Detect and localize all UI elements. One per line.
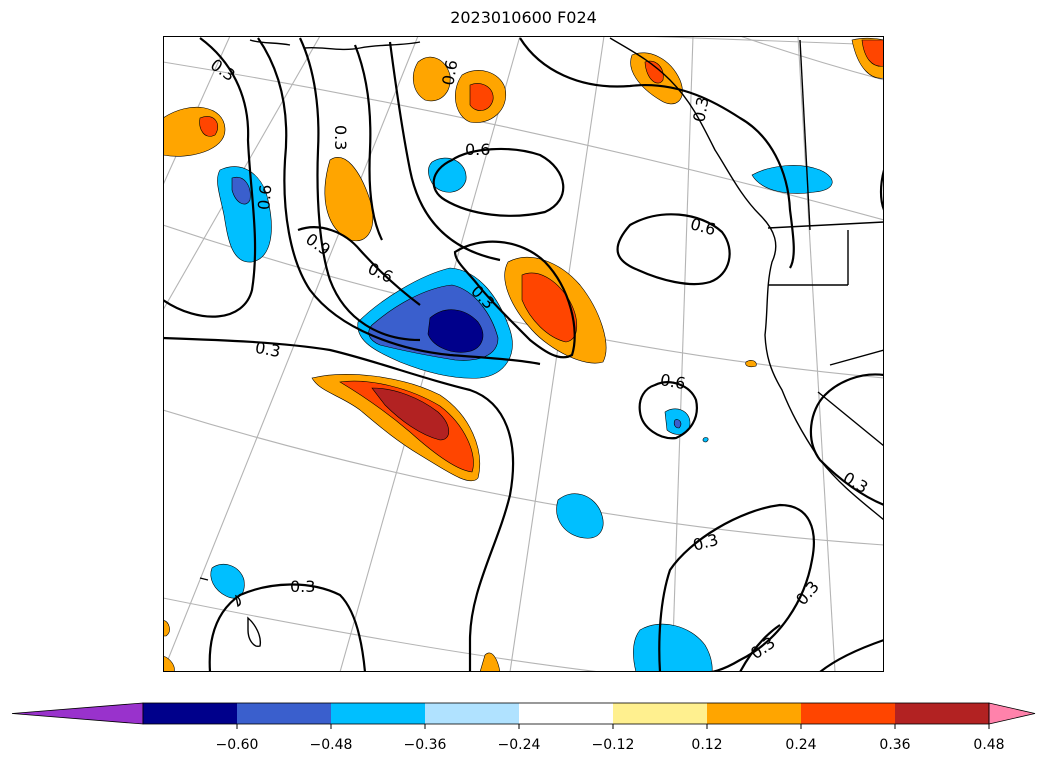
contour-labels: 0.3 0.3 0.6 0.6 0.9 0.6 0.3 0.3 0.6 0.6 …: [207, 55, 871, 663]
lightblue-region: [702, 437, 709, 443]
orange-region: [479, 652, 501, 672]
colorbar-bin: [425, 703, 520, 724]
colorbar-bin: [801, 703, 896, 724]
contour-label: 0.6: [254, 184, 275, 211]
red-region: [521, 272, 578, 343]
darkred-region: [371, 387, 450, 441]
contour-label: 0.3: [331, 125, 350, 150]
colorbar-bin: [143, 703, 238, 724]
navy-region: [427, 309, 484, 353]
colorbar-bin: [707, 703, 802, 724]
graticule: [163, 36, 884, 672]
contour-label: 0.6: [659, 370, 687, 393]
coastlines: [199, 37, 884, 647]
colorbar-bin: [519, 703, 614, 724]
colorbar-tick-label: −0.48: [310, 737, 353, 753]
contour-label: 0.9: [302, 229, 334, 259]
orange-region: [412, 56, 451, 102]
colorbar-extend-min: [11, 702, 144, 725]
red-region: [199, 116, 219, 137]
contour-label: 0.3: [254, 338, 282, 361]
colorbar-tick-label: −0.36: [404, 737, 447, 753]
contour-label: 0.3: [290, 577, 315, 596]
red-region: [644, 60, 664, 84]
colorbar-tick-label: −0.24: [498, 737, 541, 753]
contour-label: 0.6: [688, 214, 718, 239]
colorbar-bin: [895, 703, 990, 724]
lightblue-region: [210, 564, 245, 599]
orange-region: [163, 655, 175, 672]
colorbar-outline: [142, 702, 990, 725]
lightblue-region: [633, 623, 713, 672]
red-region: [469, 83, 494, 111]
map-frame: [163, 36, 884, 672]
chart-title: 2023010600 F024: [450, 8, 597, 27]
colorbar-bin: [237, 703, 332, 724]
contour-label: 0.3: [691, 530, 721, 555]
colorbar-tick-label: −0.60: [216, 737, 259, 753]
filled-contours: [163, 37, 884, 672]
blue-region: [231, 176, 251, 205]
contour-label: 0.3: [840, 468, 872, 497]
lightblue-region: [217, 166, 272, 263]
colorbar-bin: [331, 703, 426, 724]
colorbar: −0.60 −0.48 −0.36 −0.24 −0.12 0.12 0.24 0.36 0.4…: [11, 702, 1036, 753]
colorbar-tick-label: 0.12: [691, 737, 722, 753]
contour-label: 0.3: [207, 55, 239, 85]
colorbar-bin: [613, 703, 708, 724]
red-region: [339, 380, 474, 473]
orange-region: [745, 360, 757, 368]
colorbar-tick-label: −0.12: [592, 737, 635, 753]
contour-lines: [163, 37, 884, 672]
lightblue-region: [428, 157, 467, 193]
colorbar-tick-label: 0.48: [973, 737, 1004, 753]
contour-label: 0.6: [465, 140, 490, 159]
colorbar-extend-max: [988, 702, 1036, 725]
contour-label: 0.3: [689, 95, 712, 123]
blue-region: [673, 419, 682, 429]
red-region: [861, 39, 884, 67]
orange-region: [163, 619, 170, 637]
contour-label: 0.3: [747, 633, 779, 663]
lightblue-region: [556, 493, 604, 539]
lightblue-region: [751, 165, 833, 194]
colorbar-tick-label: 0.24: [785, 737, 816, 753]
orange-region: [324, 157, 374, 242]
contour-label: 0.6: [438, 58, 461, 86]
colorbar-tick-label: 0.36: [879, 737, 910, 753]
